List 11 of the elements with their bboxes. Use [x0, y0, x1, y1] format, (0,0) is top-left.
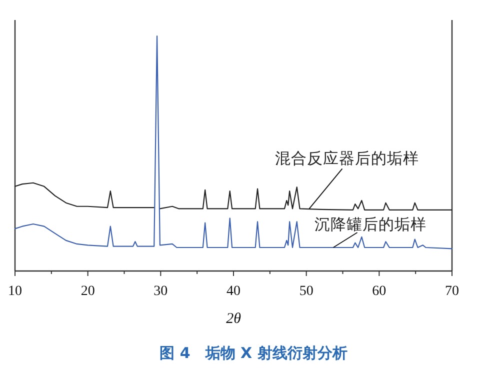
x-tick-label: 30	[154, 284, 168, 299]
x-tick-label: 60	[372, 284, 386, 299]
x-tick-label: 10	[8, 284, 22, 299]
x-axis-title: 2θ	[226, 311, 242, 327]
x-tick-label: 70	[445, 284, 459, 299]
text: 图 4 垢物 X 射线衍射分析	[160, 344, 348, 362]
annotation: 沉降罐后的垢样	[314, 216, 426, 234]
x-tick-label: 40	[226, 284, 240, 299]
x-tick-label: 20	[80, 284, 95, 299]
x-tick-label: 50	[299, 284, 314, 299]
annotation: 混合反应器后的垢样	[275, 150, 420, 168]
